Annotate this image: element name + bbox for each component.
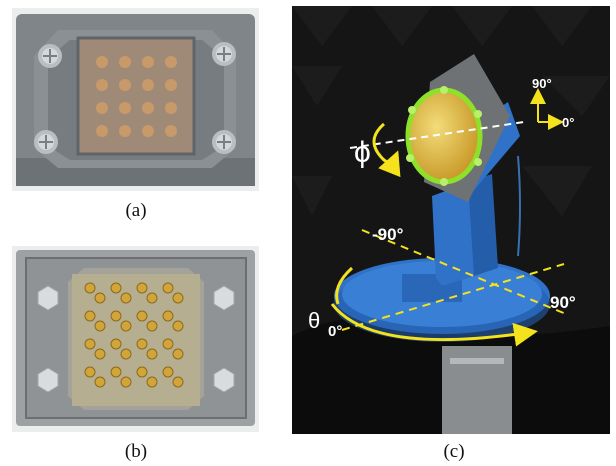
gold-connector [84, 310, 96, 322]
gold-connector [84, 282, 96, 294]
copper-pad [142, 102, 154, 114]
caption-c: (c) [443, 441, 465, 462]
copper-pad [96, 102, 108, 114]
copper-pad-grid [96, 56, 177, 137]
gold-connector [162, 310, 174, 322]
gold-connector [94, 348, 106, 360]
copper-pad [96, 79, 108, 91]
gold-connector [146, 292, 158, 304]
copper-pad [96, 125, 108, 137]
gold-connector [172, 348, 184, 360]
gold-connector [172, 376, 184, 388]
gold-connector [146, 320, 158, 332]
copper-pad [119, 125, 131, 137]
copper-pad [142, 56, 154, 68]
gold-connector [136, 338, 148, 350]
gold-connector [120, 376, 132, 388]
gold-connector [162, 366, 174, 378]
copper-pad [165, 102, 177, 114]
copper-pad [142, 79, 154, 91]
caption-b: (b) [124, 441, 148, 462]
pedestal-support [432, 182, 474, 286]
gold-connector [136, 366, 148, 378]
gold-connector [172, 292, 184, 304]
gold-connector [84, 338, 96, 350]
copper-pad [119, 102, 131, 114]
gold-connector [84, 366, 96, 378]
gold-connector [94, 376, 106, 388]
caption-a: (a) [125, 200, 147, 221]
gold-connector [136, 282, 148, 294]
hex-nut-icon [213, 367, 235, 393]
azimuth-90-label: 90° [550, 293, 576, 312]
copper-pad [142, 125, 154, 137]
azimuth-0-label: 0° [328, 323, 342, 340]
gold-connector [110, 282, 122, 294]
gold-connector [136, 310, 148, 322]
screw-icon [212, 130, 236, 154]
gold-connector [146, 348, 158, 360]
elevation-90-label: 90° [532, 76, 552, 91]
panel-b-photo [12, 246, 259, 432]
elevation-0-label: 0° [562, 115, 574, 130]
gold-connector [120, 292, 132, 304]
gold-connector [172, 320, 184, 332]
phi-label: ϕ [354, 136, 371, 169]
gold-connector [120, 348, 132, 360]
screw-icon [212, 42, 236, 66]
azimuth-minus90-label: -90° [372, 225, 404, 244]
hex-nut-icon [37, 285, 59, 311]
screw-icon [34, 130, 58, 154]
gold-connector-grid [84, 282, 184, 388]
gold-connector [146, 376, 158, 388]
copper-pad [165, 56, 177, 68]
copper-pad [119, 79, 131, 91]
gold-connector [110, 310, 122, 322]
copper-pad [165, 79, 177, 91]
gold-connector [120, 320, 132, 332]
gold-connector [110, 366, 122, 378]
gold-connector [94, 320, 106, 332]
copper-pad [96, 56, 108, 68]
panel-a-photo [12, 8, 259, 191]
gold-connector [162, 282, 174, 294]
hex-nut-icon [213, 285, 235, 311]
copper-pad [165, 125, 177, 137]
lens-antenna [408, 90, 480, 182]
theta-label: θ [308, 308, 320, 333]
gold-connector [94, 292, 106, 304]
copper-pad [119, 56, 131, 68]
panel-c-photo: ϕ 90° 0° -90° θ 0° 90° [292, 6, 610, 434]
gold-connector [110, 338, 122, 350]
hex-nut-icon [37, 367, 59, 393]
screw-icon [38, 44, 62, 68]
gold-connector [162, 338, 174, 350]
